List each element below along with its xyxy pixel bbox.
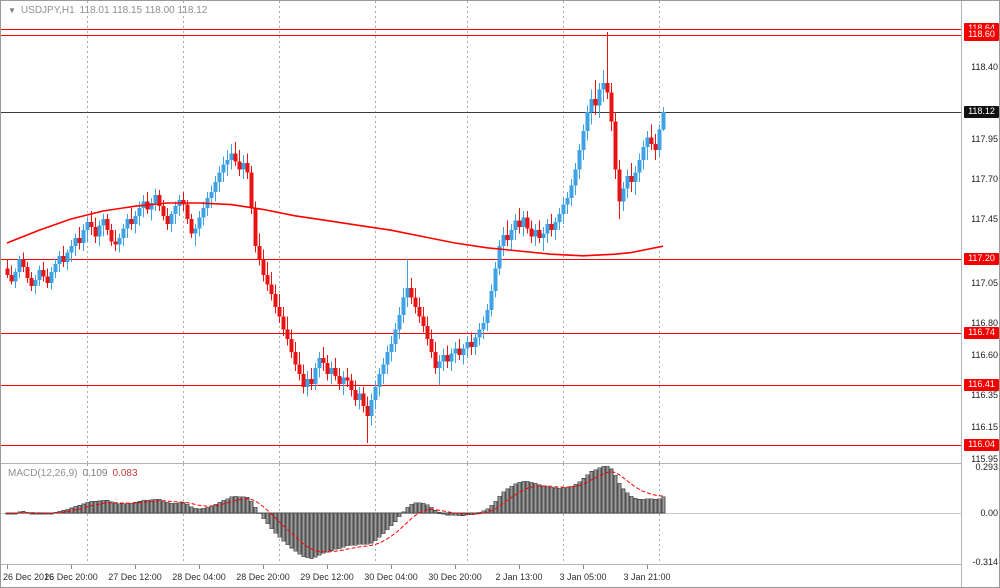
time-axis-tick xyxy=(583,565,584,569)
time-axis-tick xyxy=(327,565,328,569)
price-axis-label: 117.45 xyxy=(971,214,998,224)
macd-axis-label: 0.00 xyxy=(980,508,998,518)
time-axis-label: 26 Dec 2016 xyxy=(3,572,55,582)
time-axis-tick xyxy=(647,565,648,569)
price-axis-label: 117.95 xyxy=(971,134,998,144)
time-axis[interactable]: 26 Dec 2016 26 Dec 20:00 27 Dec 12:00 28 De… xyxy=(1,565,961,587)
time-axis-tick xyxy=(71,565,72,569)
macd-canvas[interactable] xyxy=(1,464,961,564)
macd-signal-line xyxy=(6,471,664,553)
price-axis-label: 116.60 xyxy=(971,350,998,360)
macd-axis-label: 0.293 xyxy=(975,462,998,472)
price-axis-label: 117.70 xyxy=(971,174,998,184)
time-axis-tick xyxy=(455,565,456,569)
time-axis-label: 28 Dec 04:00 xyxy=(172,572,226,582)
moving-average-line xyxy=(6,202,664,257)
main-chart-pane[interactable]: ▼ USDJPY,H1 118.01 118.15 118.00 118.12 xyxy=(1,1,961,463)
time-axis-tick xyxy=(135,565,136,569)
price-axis-label: 116.35 xyxy=(971,390,998,400)
macd-axis-label: -0.314 xyxy=(972,557,998,567)
level-price-badge: 117.20 xyxy=(964,253,999,265)
price-axis[interactable]: 118.40 117.95 117.70 117.45 117.05 116.80 116.… xyxy=(961,1,999,587)
macd-indicator-pane[interactable]: MACD(12,26,9) 0.109 0.083 xyxy=(1,464,961,564)
pane-separator[interactable] xyxy=(1,463,999,464)
level-price-badge: 118.60 xyxy=(964,29,999,41)
level-price-badge: 116.41 xyxy=(964,379,999,392)
price-axis-label: 118.40 xyxy=(971,62,998,72)
time-axis-tick xyxy=(7,565,8,569)
price-axis-label: 116.15 xyxy=(971,422,998,432)
time-axis-label: 28 Dec 20:00 xyxy=(236,572,290,582)
pane-separator[interactable] xyxy=(1,564,999,565)
time-axis-label: 3 Jan 21:00 xyxy=(623,572,671,582)
price-axis-label: 117.05 xyxy=(971,278,998,288)
time-axis-label: 30 Dec 20:00 xyxy=(428,572,482,582)
bid-price-badge: 118.12 xyxy=(964,105,999,118)
time-axis-label: 2 Jan 13:00 xyxy=(495,572,543,582)
level-price-badge: 116.74 xyxy=(964,326,999,339)
price-axis-label: 115.95 xyxy=(971,454,998,464)
candlestick-series xyxy=(5,31,666,443)
time-axis-label: 27 Dec 12:00 xyxy=(108,572,162,582)
time-axis-tick xyxy=(519,565,520,569)
time-axis-tick xyxy=(199,565,200,569)
time-axis-label: 29 Dec 12:00 xyxy=(300,572,354,582)
time-axis-label: 3 Jan 05:00 xyxy=(559,572,607,582)
macd-histogram xyxy=(5,465,666,559)
time-axis-label: 30 Dec 04:00 xyxy=(364,572,418,582)
time-axis-tick xyxy=(263,565,264,569)
level-price-badge: 116.04 xyxy=(964,438,999,451)
time-axis-label: 26 Dec 20:00 xyxy=(44,572,98,582)
time-axis-tick xyxy=(391,565,392,569)
price-axis-label: 116.80 xyxy=(971,318,998,328)
price-chart-canvas[interactable] xyxy=(1,1,961,463)
